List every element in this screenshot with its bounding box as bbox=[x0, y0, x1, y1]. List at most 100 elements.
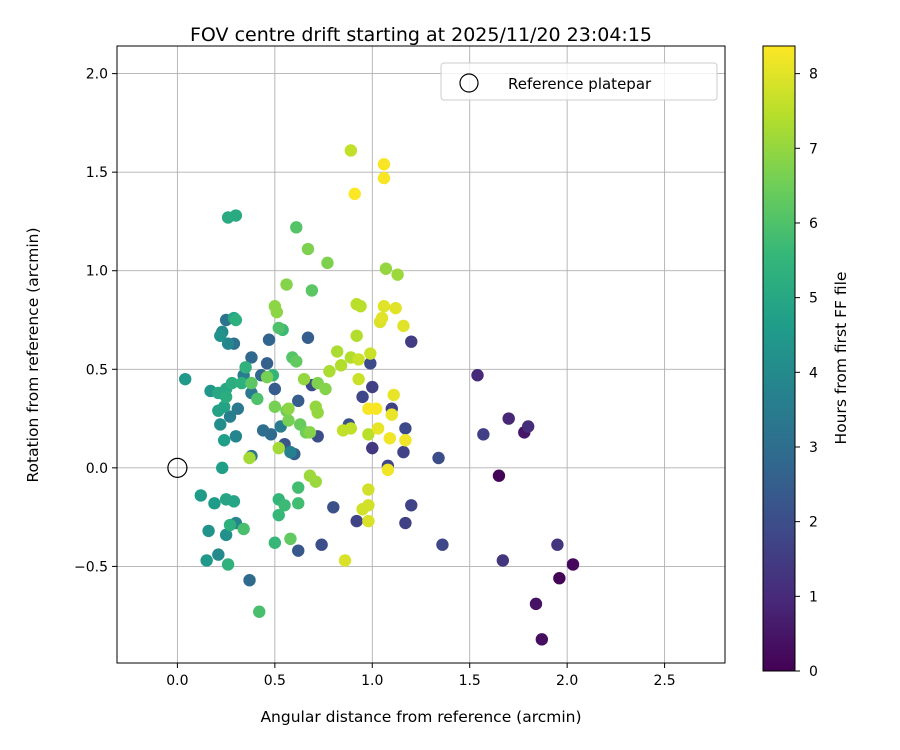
scatter-point bbox=[399, 422, 412, 435]
scatter-point bbox=[399, 434, 412, 447]
colorbar-tick-label: 1 bbox=[809, 589, 818, 605]
scatter-point bbox=[243, 451, 256, 465]
scatter-point bbox=[221, 337, 235, 350]
scatter-point bbox=[290, 355, 303, 368]
scatter-point bbox=[202, 524, 215, 538]
colorbar-tick-label: 3 bbox=[809, 440, 818, 456]
scatter-point bbox=[405, 499, 418, 512]
y-tick-label: 1.5 bbox=[86, 165, 108, 181]
colorbar-tick-label: 6 bbox=[809, 216, 818, 232]
scatter-point bbox=[319, 382, 332, 396]
scatter-point bbox=[377, 171, 391, 185]
scatter-point bbox=[369, 402, 383, 415]
scatter-point bbox=[436, 538, 449, 551]
data-points bbox=[167, 144, 580, 646]
scatter-point bbox=[245, 376, 258, 390]
x-tick-label: 1.5 bbox=[459, 673, 481, 689]
colorbar-tick-label: 7 bbox=[809, 141, 818, 157]
scatter-point bbox=[235, 376, 248, 390]
scatter-point bbox=[362, 428, 375, 441]
scatter-point bbox=[221, 558, 235, 571]
reference-marker-icon bbox=[459, 73, 479, 93]
scatter-point bbox=[366, 380, 379, 394]
scatter-point bbox=[194, 489, 207, 502]
scatter-point bbox=[364, 347, 377, 360]
scatter-point bbox=[405, 335, 418, 348]
x-tick-label: 0.0 bbox=[166, 673, 188, 689]
colorbar-tick-label: 0 bbox=[809, 664, 818, 680]
scatter-point bbox=[260, 370, 274, 384]
scatter-point bbox=[334, 359, 348, 372]
scatter-point bbox=[239, 361, 252, 374]
scatter-point bbox=[214, 329, 227, 342]
scatter-point bbox=[375, 311, 389, 325]
grid-lines bbox=[117, 46, 725, 663]
scatter-point bbox=[309, 475, 322, 488]
scatter-point bbox=[356, 503, 369, 516]
scatter-point bbox=[292, 481, 305, 494]
scatter-point bbox=[311, 406, 324, 419]
scatter-point bbox=[245, 351, 258, 364]
scatter-point bbox=[229, 313, 243, 327]
colorbar-tick-label: 2 bbox=[809, 515, 818, 531]
colorbar-tick-label: 5 bbox=[809, 291, 818, 307]
scatter-point bbox=[551, 538, 564, 551]
scatter-point bbox=[292, 394, 305, 408]
colorbar-tick-label: 8 bbox=[809, 67, 818, 83]
scatter-point bbox=[260, 357, 274, 370]
x-axis-ticks: 0.0 0.5 1.0 1.5 2.0 2.5 bbox=[166, 663, 676, 689]
colorbar-gradient bbox=[762, 45, 796, 672]
scatter-point bbox=[362, 483, 375, 496]
scatter-point bbox=[350, 514, 363, 528]
scatter-point bbox=[212, 548, 225, 561]
scatter-point bbox=[356, 390, 369, 404]
scatter-point bbox=[225, 376, 239, 390]
y-tick-label: 0.0 bbox=[86, 461, 108, 477]
x-tick-label: 1.0 bbox=[361, 673, 383, 689]
scatter-point bbox=[280, 278, 293, 291]
y-axis-ticks: −0.5 0.0 0.5 1.0 1.5 2.0 bbox=[74, 67, 117, 575]
reference-platepar-marker bbox=[167, 457, 188, 478]
scatter-point bbox=[566, 558, 580, 571]
scatter-point bbox=[496, 554, 510, 567]
y-tick-label: −0.5 bbox=[74, 559, 108, 575]
scatter-point bbox=[344, 422, 358, 435]
scatter-point bbox=[397, 445, 410, 459]
scatter-point bbox=[284, 532, 297, 546]
scatter-point bbox=[231, 402, 245, 415]
scatter-point bbox=[219, 390, 233, 404]
colorbar-tick-label: 4 bbox=[809, 365, 818, 381]
scatter-point bbox=[331, 345, 344, 358]
scatter-point bbox=[229, 430, 243, 443]
scatter-point bbox=[315, 538, 328, 551]
y-tick-label: 0.5 bbox=[86, 362, 108, 378]
scatter-point bbox=[243, 574, 256, 587]
scatter-point bbox=[217, 400, 231, 413]
scatter-point bbox=[348, 187, 361, 201]
y-tick-label: 1.0 bbox=[86, 264, 108, 280]
scatter-point bbox=[323, 365, 336, 378]
scatter-point bbox=[272, 441, 285, 455]
x-tick-label: 0.5 bbox=[264, 673, 286, 689]
scatter-point bbox=[290, 221, 303, 234]
y-tick-label: 2.0 bbox=[86, 67, 108, 83]
scatter-point bbox=[377, 300, 391, 313]
scatter-point bbox=[297, 372, 311, 386]
plot-frame bbox=[116, 45, 726, 664]
scatter-point bbox=[223, 410, 237, 423]
scatter-point bbox=[535, 633, 549, 646]
scatter-point bbox=[179, 372, 192, 386]
scatter-point bbox=[253, 605, 266, 618]
scatter-point bbox=[223, 518, 237, 532]
x-tick-label: 2.0 bbox=[556, 673, 578, 689]
scatter-point bbox=[268, 536, 282, 549]
scatter-point bbox=[381, 463, 395, 477]
scatter-point bbox=[200, 554, 213, 567]
scatter-point bbox=[219, 528, 233, 542]
scatter-point bbox=[301, 242, 315, 256]
scatter-point bbox=[272, 508, 285, 522]
scatter-point bbox=[219, 493, 233, 506]
scatter-point bbox=[352, 372, 365, 386]
scatter-point bbox=[321, 256, 334, 270]
